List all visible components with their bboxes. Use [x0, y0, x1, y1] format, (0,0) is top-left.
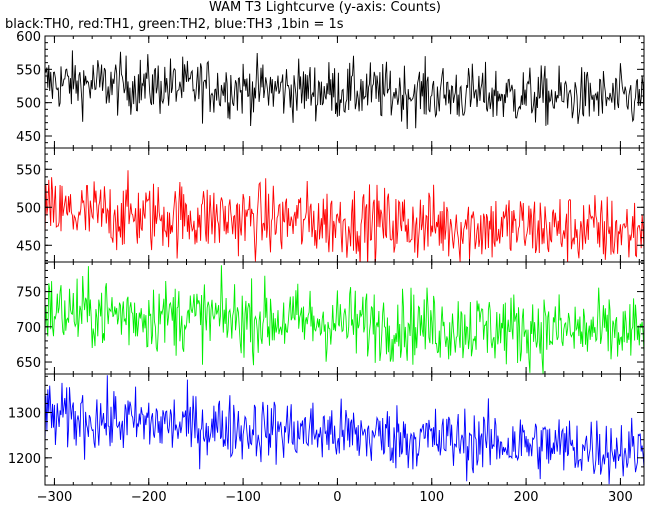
panel-frame-th1	[44, 147, 645, 263]
y-tick-label: 500	[16, 201, 41, 216]
x-tick-label: 200	[514, 490, 539, 505]
y-tick-label: 500	[16, 97, 41, 112]
y-tick-label: 650	[16, 356, 41, 371]
series-line-th2	[45, 265, 644, 374]
x-tick-label: 0	[333, 490, 341, 505]
y-tick-label: 600	[16, 30, 41, 45]
series-line-th0	[45, 50, 644, 130]
y-tick-label: 700	[16, 321, 41, 336]
series-line-th3	[45, 375, 644, 485]
y-tick-label: 1200	[8, 452, 41, 467]
y-tick-label: 750	[16, 286, 41, 301]
chart-subtitle: black:TH0, red:TH1, green:TH2, blue:TH3 …	[5, 17, 344, 32]
x-tick-label: −300	[37, 490, 73, 505]
y-tick-label: 550	[16, 63, 41, 78]
panel-frame-th3	[44, 373, 645, 486]
y-tick-label: 450	[16, 130, 41, 145]
x-tick-label: 100	[419, 490, 444, 505]
panel-frame-th0	[44, 35, 645, 149]
x-tick-label: −100	[225, 490, 261, 505]
y-tick-label: 450	[16, 239, 41, 254]
y-tick-label: 550	[16, 163, 41, 178]
y-tick-label: 1300	[8, 407, 41, 422]
series-line-th1	[45, 170, 644, 262]
x-tick-label: −200	[131, 490, 167, 505]
chart-title: WAM T3 Lightcurve (y-axis: Counts)	[209, 0, 441, 15]
x-tick-label: 300	[608, 490, 633, 505]
